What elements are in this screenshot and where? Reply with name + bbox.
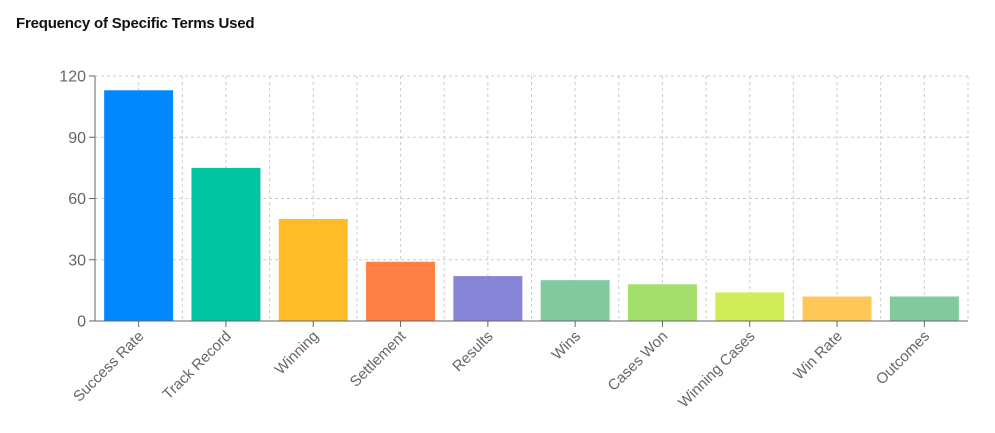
bar-results[interactable] — [453, 276, 523, 321]
bar-outcomes[interactable] — [889, 296, 959, 322]
x-tick-label: Settlement — [347, 327, 410, 390]
y-tick-label: 120 — [59, 69, 86, 86]
x-tick-label: Results — [449, 328, 496, 375]
chart-title: Frequency of Specific Terms Used — [16, 15, 255, 32]
x-tick-label: Winning — [272, 328, 322, 378]
bar-settlement[interactable] — [366, 261, 436, 321]
bars — [104, 90, 959, 322]
bar-success-rate[interactable] — [104, 90, 174, 322]
x-tick-label: Cases Won — [605, 328, 672, 395]
bar-winning-cases[interactable] — [715, 292, 785, 321]
x-tick-label: Outcomes — [873, 328, 933, 388]
y-tick-label: 60 — [68, 191, 86, 208]
bar-cases-won[interactable] — [627, 284, 697, 321]
y-tick-label: 90 — [68, 130, 86, 147]
bar-track-record[interactable] — [191, 167, 261, 321]
x-tick-label: Winning Cases — [675, 328, 758, 411]
bar-wins[interactable] — [540, 280, 610, 321]
x-tick-label: Track Record — [159, 328, 234, 403]
x-axis-ticks: Success Rate Track Record Winning Settlemen… — [70, 321, 933, 411]
bar-win-rate[interactable] — [802, 296, 872, 322]
x-tick-label: Wins — [548, 328, 584, 364]
y-axis-ticks: 0 30 60 90 120 — [59, 69, 95, 331]
bar-winning[interactable] — [278, 218, 348, 321]
y-tick-label: 30 — [68, 252, 86, 269]
y-tick-label: 0 — [77, 314, 86, 331]
x-tick-label: Win Rate — [790, 328, 846, 384]
x-tick-label: Success Rate — [70, 328, 147, 405]
